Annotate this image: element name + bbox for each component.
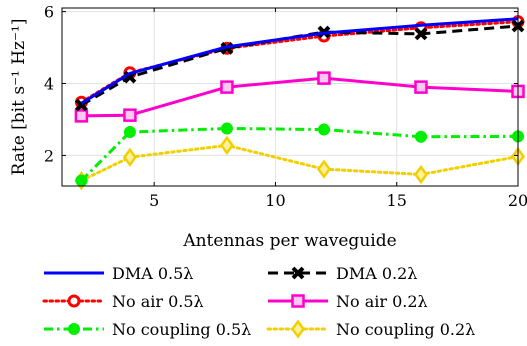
data-point xyxy=(316,159,332,179)
data-point xyxy=(220,80,234,94)
legend-marker xyxy=(290,319,306,339)
data-point xyxy=(122,147,137,167)
series-line xyxy=(80,126,519,182)
series-4 xyxy=(74,71,525,123)
series-6 xyxy=(74,135,526,191)
series-1 xyxy=(80,17,519,105)
legend-marker xyxy=(291,266,305,280)
y-tick-label: 2 xyxy=(44,146,54,165)
legend-label: No air 0.5λ xyxy=(112,292,204,311)
data-point xyxy=(123,126,136,139)
legend-marker xyxy=(291,294,305,308)
legend-marker xyxy=(67,294,81,308)
x-axis-label: Antennas per waveguide xyxy=(182,231,396,251)
legend-label: DMA 0.2λ xyxy=(336,264,417,283)
series-line xyxy=(79,20,520,104)
legend-label: No coupling 0.2λ xyxy=(336,320,475,339)
legend-item-4: No air 0.2λ xyxy=(268,292,428,311)
x-tick-label: 5 xyxy=(149,191,159,210)
series-line xyxy=(80,17,519,105)
ticks: 5 10 15 20 2 4 6 xyxy=(44,3,527,210)
legend-label: No air 0.2λ xyxy=(336,292,428,311)
legend: DMA 0.5λ DMA 0.2λ No air 0.5λ No air 0.2λ No… xyxy=(42,264,475,339)
legend-item-2: DMA 0.2λ xyxy=(268,264,417,283)
series-2 xyxy=(74,19,525,112)
data-point xyxy=(414,80,428,94)
y-tick-label: 6 xyxy=(44,3,54,22)
series-line xyxy=(79,143,520,183)
series-line xyxy=(81,76,519,118)
y-axis-label: Rate [bit s⁻¹ Hz⁻¹] xyxy=(9,19,29,176)
x-tick-label: 15 xyxy=(387,191,407,210)
legend-marker xyxy=(68,323,80,335)
legend-item-3: No air 0.5λ xyxy=(42,292,204,311)
data-point xyxy=(123,108,137,122)
legend-item-1: DMA 0.5λ xyxy=(44,264,193,283)
legend-item-6: No coupling 0.2λ xyxy=(266,319,475,339)
legend-label: No coupling 0.5λ xyxy=(112,320,251,339)
legend-item-5: No coupling 0.5λ xyxy=(44,320,251,339)
data-point xyxy=(220,122,233,135)
plot-frame xyxy=(61,7,519,187)
data-point xyxy=(74,109,89,123)
legend-label: DMA 0.5λ xyxy=(112,264,193,283)
data-point xyxy=(75,174,88,187)
series-line xyxy=(80,24,519,107)
plot-series xyxy=(74,15,526,191)
series-5 xyxy=(75,122,524,187)
data-point xyxy=(414,130,427,143)
data-point xyxy=(414,27,428,41)
data-point xyxy=(219,135,234,155)
data-point xyxy=(317,123,330,136)
x-tick-label: 20 xyxy=(508,191,527,210)
data-point xyxy=(317,71,331,85)
y-tick-label: 4 xyxy=(44,75,54,94)
x-tick-label: 10 xyxy=(265,191,285,210)
data-point xyxy=(413,164,429,185)
